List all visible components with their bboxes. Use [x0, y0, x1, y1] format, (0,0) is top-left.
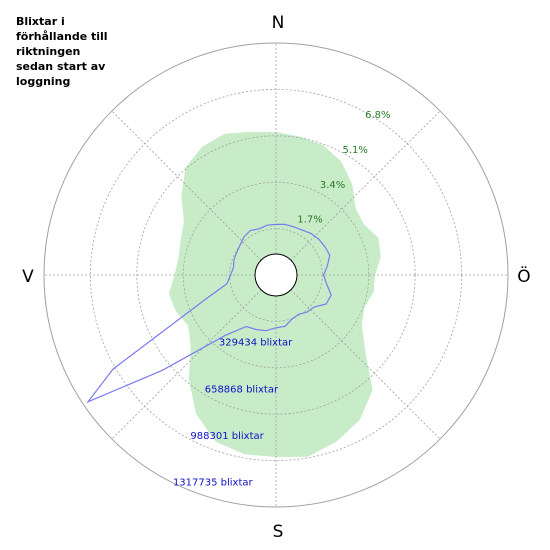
grid-spoke: [111, 110, 262, 261]
percent-ring-label: 3.4%: [320, 180, 345, 191]
count-ring-label: 329434 blixtar: [219, 338, 293, 349]
count-ring-label: 988301 blixtar: [190, 431, 264, 442]
percent-ring-label: 5.1%: [342, 145, 367, 156]
grid-spoke: [290, 110, 441, 261]
count-line-layer: [86, 223, 332, 404]
chart-title: Blixtar i förhållande till riktningen se…: [16, 15, 108, 88]
grid-spoke: [111, 289, 262, 440]
direction-west: V: [22, 267, 34, 287]
count-ring-label: 1317735 blixtar: [173, 478, 254, 489]
count-ring-label: 658868 blixtar: [205, 384, 279, 395]
grid-spoke: [290, 289, 441, 440]
percent-ring-label: 6.8%: [365, 110, 390, 121]
grid-ring: [136, 135, 416, 415]
percent-ring-label: 1.7%: [297, 215, 322, 226]
direction-east: Ö: [517, 265, 530, 287]
center-hole: [254, 253, 298, 297]
direction-south: S: [273, 522, 284, 542]
count-line-series: [86, 223, 332, 404]
ring-labels: 1.7% 3.4% 5.1% 6.8% 329434 blixtar 658868 bli…: [173, 110, 391, 488]
outer-ring: [43, 42, 509, 508]
grid-ring: [182, 181, 370, 369]
polar-grid: [43, 42, 509, 508]
direction-north: N: [272, 13, 285, 33]
